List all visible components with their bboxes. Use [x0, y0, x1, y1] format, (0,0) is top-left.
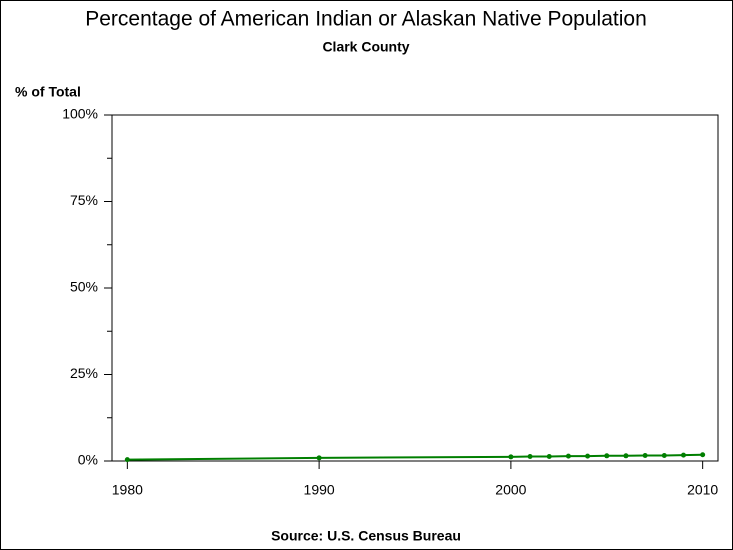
data-point [680, 452, 686, 458]
y-axis-label: % of Total [15, 84, 81, 100]
x-tick-label: 1990 [304, 482, 335, 498]
y-tick-label: 50% [70, 279, 98, 295]
data-point [565, 453, 571, 459]
source-note: Source: U.S. Census Bureau [271, 528, 461, 544]
data-point [527, 454, 533, 460]
x-tick-label: 2010 [687, 482, 718, 498]
data-point [623, 453, 629, 459]
data-point [546, 454, 552, 460]
y-tick-label: 75% [70, 192, 98, 208]
data-point [124, 457, 130, 463]
data-point [508, 454, 514, 460]
chart-title: Percentage of American Indian or Alaskan… [85, 8, 647, 31]
data-point [316, 455, 322, 461]
y-tick-label: 25% [70, 365, 98, 381]
x-tick-label: 1980 [112, 482, 143, 498]
y-tick-label: 0% [78, 452, 98, 468]
data-point [700, 452, 706, 458]
data-point [585, 453, 591, 459]
data-point [642, 452, 648, 458]
y-tick-label: 100% [62, 106, 98, 122]
chart-subtitle: Clark County [322, 39, 409, 55]
x-tick-label: 2000 [495, 482, 526, 498]
data-point [661, 452, 667, 458]
data-point [604, 453, 610, 459]
